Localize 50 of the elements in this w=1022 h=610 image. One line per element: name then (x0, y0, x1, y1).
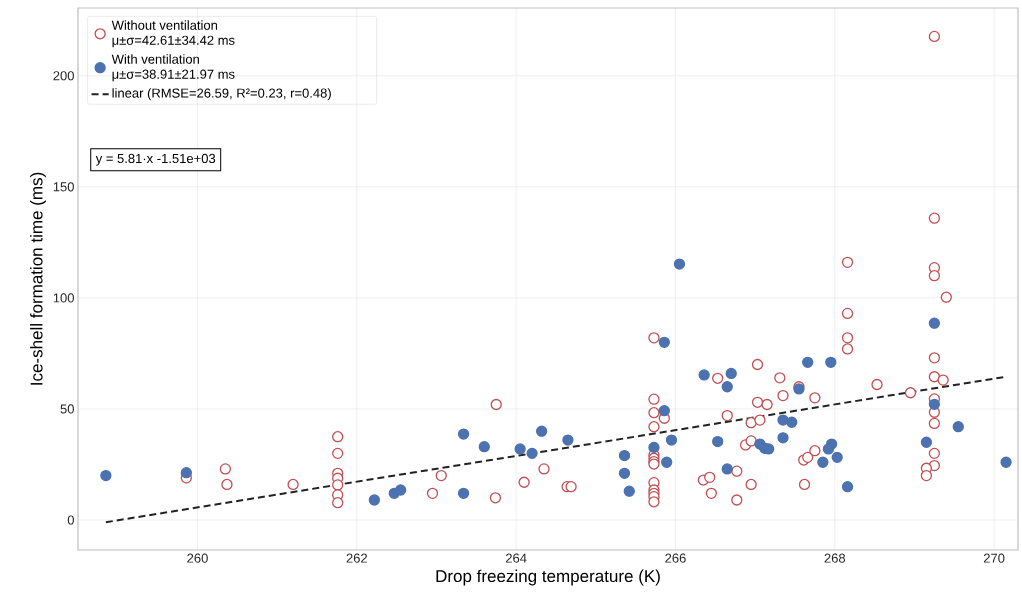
y-tick-label: 0 (67, 515, 74, 525)
x-tick-label: 262 (346, 553, 367, 563)
point (802, 356, 814, 368)
y-tick-label: 150 (53, 182, 74, 192)
point (514, 443, 526, 455)
y-axis-title: Ice-shell formation time (ms) (30, 172, 46, 385)
point (562, 434, 574, 446)
point (952, 421, 964, 433)
y-tick-label: 200 (53, 71, 74, 81)
legend-label: linear (RMSE=26.59, R²=0.23, r=0.48) (112, 88, 331, 101)
point (623, 485, 635, 497)
x-tick-label: 268 (824, 553, 846, 563)
point (725, 367, 737, 380)
point (648, 441, 660, 454)
point (665, 434, 678, 446)
point (831, 451, 843, 464)
point (817, 456, 829, 468)
point (777, 432, 789, 444)
point (822, 443, 835, 455)
point (721, 463, 733, 475)
x-tick-label: 266 (665, 553, 686, 563)
point (721, 381, 733, 393)
point (478, 441, 490, 453)
point (526, 447, 538, 460)
x-tick-label: 264 (505, 553, 527, 563)
point (841, 481, 854, 493)
point (535, 425, 548, 437)
point (368, 494, 380, 506)
point (457, 428, 470, 440)
x-tick-label: 270 (983, 553, 1005, 563)
y-tick-label: 100 (53, 293, 74, 303)
point (825, 356, 837, 368)
y-tick-label: 50 (60, 404, 74, 414)
x-axis-title: Drop freezing temperature (K) (436, 569, 660, 586)
point (618, 467, 631, 480)
annotation: y = 5.81·x -1.51e+03 (95, 153, 216, 166)
point (786, 416, 798, 428)
point (712, 435, 724, 448)
point (661, 456, 673, 468)
point (920, 436, 933, 448)
point (698, 369, 710, 381)
point (928, 317, 941, 329)
point (618, 449, 631, 462)
point (100, 469, 112, 482)
point (673, 258, 686, 270)
legend-label: Without ventilation μ±σ=42.61±34.42 ms (111, 20, 235, 48)
point (457, 487, 470, 499)
x-tick-label: 260 (187, 553, 208, 563)
point (394, 484, 407, 496)
point (658, 336, 670, 348)
